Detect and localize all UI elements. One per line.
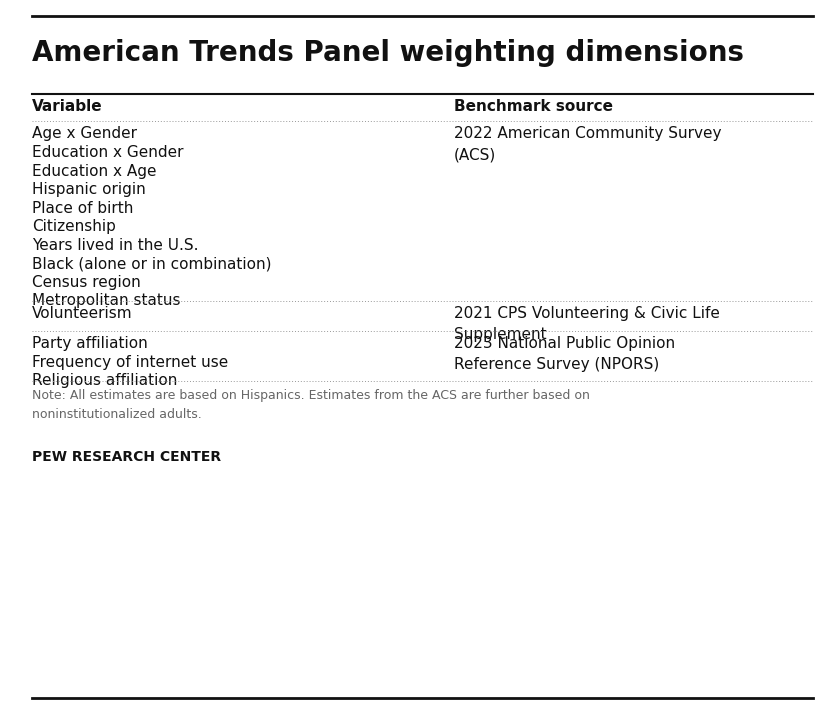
Text: American Trends Panel weighting dimensions: American Trends Panel weighting dimensio… [32, 39, 744, 67]
Text: Age x Gender: Age x Gender [32, 126, 137, 141]
Text: Metropolitan status: Metropolitan status [32, 293, 181, 308]
Text: Years lived in the U.S.: Years lived in the U.S. [32, 238, 198, 253]
Text: Place of birth: Place of birth [32, 201, 134, 216]
Text: Party affiliation: Party affiliation [32, 336, 148, 351]
Text: PEW RESEARCH CENTER: PEW RESEARCH CENTER [32, 450, 221, 464]
Text: Black (alone or in combination): Black (alone or in combination) [32, 256, 271, 271]
Text: Frequency of internet use: Frequency of internet use [32, 355, 228, 370]
Text: Hispanic origin: Hispanic origin [32, 182, 145, 197]
Text: Citizenship: Citizenship [32, 219, 116, 234]
Text: Education x Age: Education x Age [32, 164, 156, 178]
Text: Census region: Census region [32, 275, 140, 290]
Text: 2023 National Public Opinion
Reference Survey (NPORS): 2023 National Public Opinion Reference S… [454, 336, 675, 372]
Text: Volunteerism: Volunteerism [32, 306, 133, 321]
Text: Note: All estimates are based on Hispanics. Estimates from the ACS are further b: Note: All estimates are based on Hispani… [32, 389, 590, 421]
Text: Education x Gender: Education x Gender [32, 145, 183, 160]
Text: Benchmark source: Benchmark source [454, 99, 612, 114]
Text: 2022 American Community Survey
(ACS): 2022 American Community Survey (ACS) [454, 126, 721, 162]
Text: 2021 CPS Volunteering & Civic Life
Supplement: 2021 CPS Volunteering & Civic Life Suppl… [454, 306, 720, 341]
Text: Religious affiliation: Religious affiliation [32, 373, 177, 388]
Text: Variable: Variable [32, 99, 102, 114]
